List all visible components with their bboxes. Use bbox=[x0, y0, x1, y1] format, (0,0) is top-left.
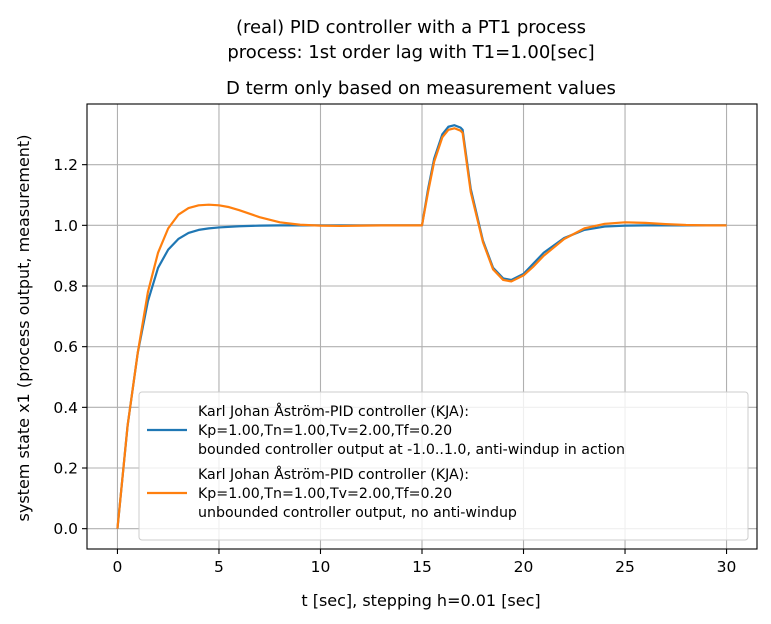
chart-subtitle: D term only based on measurement values bbox=[226, 78, 616, 99]
y-tick-label: 1.2 bbox=[53, 156, 78, 174]
chart-title-line2: process: 1st order lag with T1=1.00[sec] bbox=[227, 42, 594, 63]
x-tick-label: 0 bbox=[113, 558, 123, 576]
legend-entry-text: bounded controller output at -1.0..1.0, … bbox=[198, 442, 625, 458]
series-line-unbounded bbox=[116, 127, 727, 529]
y-tick-label: 0.4 bbox=[53, 399, 78, 417]
x-tick-label: 20 bbox=[514, 558, 534, 576]
legend-entry-text: Karl Johan Åström-PID controller (KJA): bbox=[198, 403, 469, 420]
y-tick-label: 0.2 bbox=[53, 460, 78, 478]
y-tick-label: 0.6 bbox=[53, 338, 78, 356]
x-tick-label: 5 bbox=[214, 558, 224, 576]
y-tick-label: 0.0 bbox=[53, 520, 78, 538]
legend-entry-text: unbounded controller output, no anti-win… bbox=[198, 505, 517, 521]
legend: Karl Johan Åström-PID controller (KJA): K… bbox=[138, 391, 749, 541]
legend-entry-text: Karl Johan Åström-PID controller (KJA): bbox=[198, 466, 469, 483]
y-axis-label: system state x1 (process output, measure… bbox=[14, 135, 33, 522]
x-tick-label: 10 bbox=[311, 558, 331, 576]
legend-entry-text: Kp=1.00,Tn=1.00,Tv=2.00,Tf=0.20 bbox=[198, 423, 452, 439]
x-axis-label: t [sec], stepping h=0.01 [sec] bbox=[301, 591, 540, 610]
x-tick-label: 15 bbox=[412, 558, 432, 576]
legend-entry-text: Kp=1.00,Tn=1.00,Tv=2.00,Tf=0.20 bbox=[198, 486, 452, 502]
y-tick-label: 0.8 bbox=[53, 278, 78, 296]
y-tick-label: 1.0 bbox=[53, 217, 78, 235]
x-tick-label: 25 bbox=[615, 558, 635, 576]
x-tick-label: 30 bbox=[717, 558, 737, 576]
chart-title-line1: (real) PID controller with a PT1 process bbox=[236, 17, 586, 38]
legend-box bbox=[138, 391, 749, 541]
